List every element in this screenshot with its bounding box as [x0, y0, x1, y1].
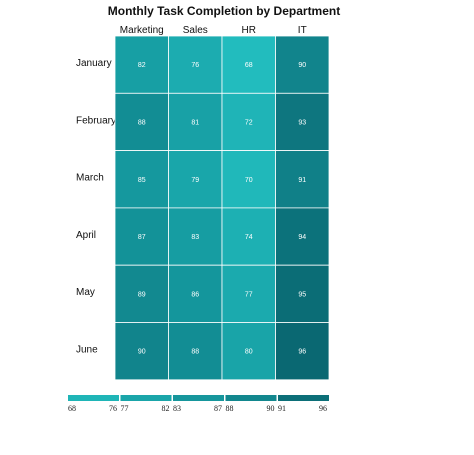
heatmap-cell: [221, 322, 276, 381]
heatmap-cell: [168, 92, 223, 152]
cell-value-label: 74: [245, 234, 253, 241]
legend-min-label: 83: [173, 404, 181, 413]
cell-value-label: 93: [298, 119, 306, 126]
legend-min-label: 91: [278, 404, 286, 413]
cell-value-label: 68: [245, 62, 253, 69]
color-legend: 68 76 77 82 83 87 88 90 91 96: [68, 395, 329, 413]
cell-value-label: 88: [191, 349, 199, 356]
heatmap-cell: [114, 35, 169, 94]
cell-value-label: 88: [138, 119, 146, 126]
heatmap-cell: [275, 264, 330, 323]
chart-title: Monthly Task Completion by Department: [108, 4, 340, 18]
legend-min-label: 88: [226, 404, 234, 413]
legend-swatch: [225, 395, 277, 401]
legend-min-label: 77: [121, 404, 129, 413]
heatmap-cell: [114, 322, 169, 381]
row-label-may: May: [76, 287, 95, 298]
heatmap-cells: 82 76 68 90 88 81 72 93 85 79 70 91 87 83 74 94 89 86 77 95…: [114, 35, 330, 381]
row-label-april: April: [76, 230, 96, 241]
column-label-marketing: Marketing: [120, 25, 164, 36]
legend-max-label: 76: [109, 404, 117, 413]
cell-value-label: 83: [191, 234, 199, 241]
legend-swatch: [278, 395, 329, 401]
heatmap-cell: [168, 322, 223, 381]
legend-max-label: 90: [267, 404, 275, 413]
cell-value-label: 96: [298, 349, 306, 356]
column-label-it: IT: [298, 25, 307, 36]
cell-value-label: 94: [298, 234, 306, 241]
cell-value-label: 79: [191, 177, 199, 184]
row-label-february: February: [76, 115, 116, 126]
heatmap-cell: [275, 150, 330, 209]
heatmap-cell: [168, 207, 223, 266]
legend-max-label: 96: [319, 404, 327, 413]
cell-value-label: 90: [298, 62, 306, 69]
heatmap-cell: [168, 35, 223, 94]
legend-swatch: [120, 395, 172, 401]
cell-value-label: 87: [138, 234, 146, 241]
cell-value-label: 90: [138, 349, 146, 356]
cell-value-label: 82: [138, 62, 146, 69]
heatmap-cell: [168, 150, 223, 209]
cell-value-label: 81: [191, 119, 199, 126]
cell-value-label: 86: [191, 291, 199, 298]
column-labels: Marketing Sales HR IT: [120, 25, 307, 36]
heatmap-cell: [168, 264, 223, 323]
legend-min-label: 68: [68, 404, 76, 413]
cell-value-label: 72: [245, 119, 253, 126]
cell-value-label: 70: [245, 177, 253, 184]
cell-value-label: 91: [298, 177, 306, 184]
heatmap-cell: [221, 35, 276, 94]
heatmap-cell: [275, 322, 330, 381]
column-label-hr: HR: [242, 25, 256, 36]
row-labels: January February March April May June: [76, 58, 116, 356]
row-label-march: March: [76, 173, 104, 184]
cell-value-label: 76: [191, 62, 199, 69]
heatmap-cell: [114, 264, 169, 323]
cell-value-label: 85: [138, 177, 146, 184]
legend-swatch: [68, 395, 119, 401]
row-label-january: January: [76, 58, 112, 69]
legend-max-label: 82: [162, 404, 170, 413]
heatmap-cell: [275, 92, 330, 152]
cell-value-label: 89: [138, 291, 146, 298]
cell-value-label: 80: [245, 349, 253, 356]
heatmap-cell: [275, 35, 330, 94]
heatmap-cell: [275, 207, 330, 266]
cell-value-label: 95: [298, 291, 306, 298]
legend-swatch: [173, 395, 224, 401]
column-label-sales: Sales: [183, 25, 208, 36]
legend-max-label: 87: [214, 404, 222, 413]
heatmap-cell: [221, 264, 276, 323]
row-label-june: June: [76, 345, 98, 356]
cell-value-label: 77: [245, 291, 253, 298]
